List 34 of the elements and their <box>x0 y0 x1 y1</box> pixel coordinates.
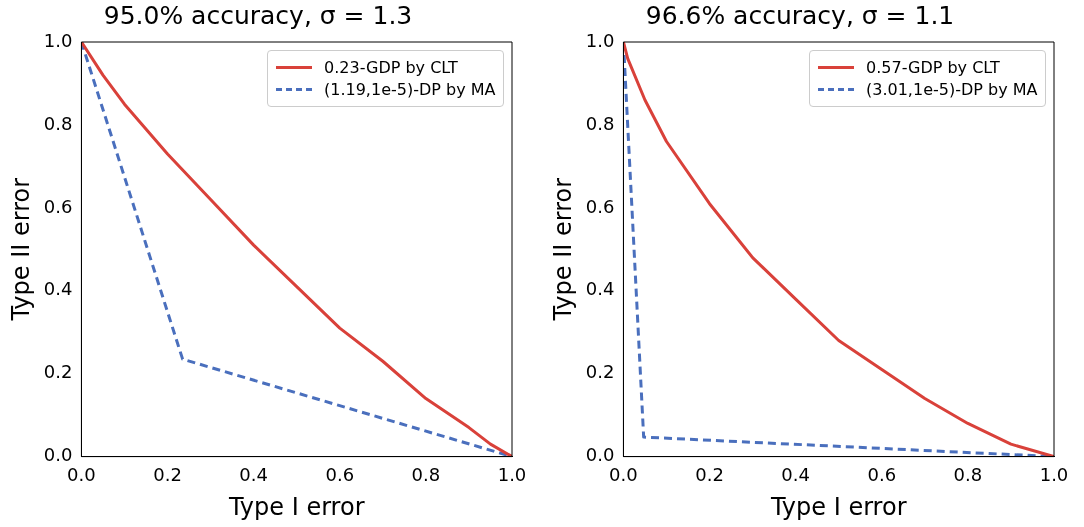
y-tick-label: 0.2 <box>585 361 615 383</box>
x-tick-label: 0.8 <box>411 464 441 486</box>
x-axis-title: Type I error <box>769 492 907 521</box>
y-tick-label: 0.8 <box>585 112 615 134</box>
x-tick-label: 0.6 <box>325 464 355 486</box>
y-tick-label: 0.4 <box>585 278 615 300</box>
legend-label: 0.57-GDP by CLT <box>866 58 1000 77</box>
legend-label: (1.19,1e-5)-DP by MA <box>324 80 496 99</box>
x-tick-label: 0.6 <box>867 464 897 486</box>
legend-label: (3.01,1e-5)-DP by MA <box>866 80 1038 99</box>
x-tick-label: 0.2 <box>695 464 724 486</box>
y-tick-label: 0.4 <box>43 278 73 300</box>
x-tick-label: 0.4 <box>781 464 810 486</box>
x-tick-label: 0.2 <box>153 464 182 486</box>
y-tick-label: 1.0 <box>585 29 615 51</box>
x-tick-label: 0.0 <box>609 464 638 486</box>
y-axis-title: Type II error <box>548 177 577 322</box>
y-tick-label: 0.0 <box>585 444 615 466</box>
x-tick-label: 1.0 <box>1039 464 1069 486</box>
x-tick-label: 0.0 <box>67 464 96 486</box>
chart-title: 95.0% accuracy, σ = 1.3 <box>103 0 413 30</box>
chart-title: 96.6% accuracy, σ = 1.1 <box>645 0 955 30</box>
y-tick-label: 0.0 <box>43 444 73 466</box>
x-tick-label: 1.0 <box>497 464 527 486</box>
legend-label: 0.23-GDP by CLT <box>324 58 458 77</box>
y-axis-title: Type II error <box>6 177 35 322</box>
x-tick-label: 0.8 <box>953 464 983 486</box>
y-tick-label: 1.0 <box>43 29 73 51</box>
y-tick-label: 0.8 <box>43 112 73 134</box>
y-tick-label: 0.6 <box>585 195 615 217</box>
y-tick-label: 0.2 <box>43 361 73 383</box>
x-axis-title: Type I error <box>227 492 365 521</box>
y-tick-label: 0.6 <box>43 195 73 217</box>
x-tick-label: 0.4 <box>239 464 268 486</box>
